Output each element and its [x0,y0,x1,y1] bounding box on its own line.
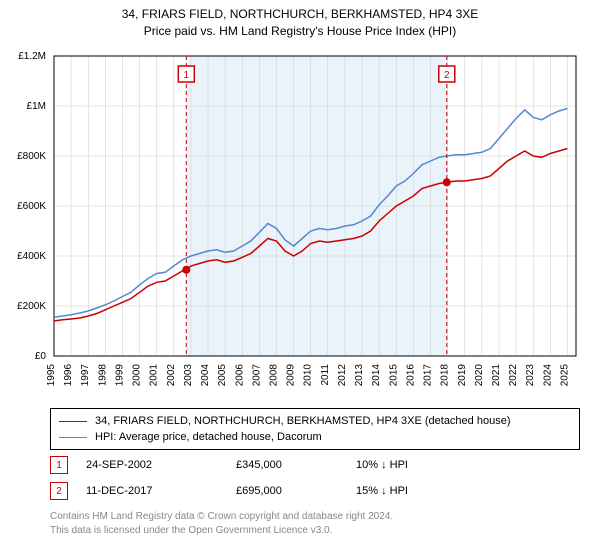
svg-text:1997: 1997 [80,364,91,387]
svg-text:2020: 2020 [474,364,485,387]
svg-text:2003: 2003 [183,364,194,387]
svg-text:£200K: £200K [17,301,46,312]
svg-text:2014: 2014 [371,364,382,387]
svg-text:2016: 2016 [405,364,416,387]
svg-text:2021: 2021 [491,364,502,387]
svg-text:2010: 2010 [303,364,314,387]
svg-text:2005: 2005 [217,364,228,387]
legend-swatch-property [59,421,87,422]
svg-text:2017: 2017 [423,364,434,387]
svg-text:£800K: £800K [17,151,46,162]
chart-area: £0£200K£400K£600K£800K£1M£1.2M1995199619… [50,48,580,398]
svg-text:2008: 2008 [268,364,279,387]
sales-date-2: 11-DEC-2017 [86,485,236,497]
svg-text:2015: 2015 [388,364,399,387]
footnote: Contains HM Land Registry data © Crown c… [50,510,393,537]
sales-price-2: £695,000 [236,485,356,497]
svg-text:2006: 2006 [234,364,245,387]
svg-text:2009: 2009 [286,364,297,387]
chart-container: 34, FRIARS FIELD, NORTHCHURCH, BERKHAMST… [0,0,600,560]
svg-text:£600K: £600K [17,201,46,212]
sales-marker-1: 1 [50,456,68,474]
svg-text:2019: 2019 [457,364,468,387]
svg-text:£1.2M: £1.2M [18,51,46,62]
svg-text:2002: 2002 [166,364,177,387]
svg-text:2004: 2004 [200,364,211,387]
legend-label-property: 34, FRIARS FIELD, NORTHCHURCH, BERKHAMST… [95,415,510,427]
svg-text:1998: 1998 [97,364,108,387]
svg-text:£0: £0 [35,351,47,362]
svg-text:£1M: £1M [27,101,46,112]
title-subtitle: Price paid vs. HM Land Registry's House … [0,23,600,40]
svg-text:£400K: £400K [17,251,46,262]
svg-text:2011: 2011 [320,364,331,386]
legend-swatch-hpi [59,437,87,438]
svg-text:2022: 2022 [508,364,519,387]
footnote-line1: Contains HM Land Registry data © Crown c… [50,510,393,524]
sales-row-1: 1 24-SEP-2002 £345,000 10% ↓ HPI [50,452,580,478]
title-address: 34, FRIARS FIELD, NORTHCHURCH, BERKHAMST… [0,6,600,23]
sales-date-1: 24-SEP-2002 [86,459,236,471]
svg-text:1996: 1996 [63,364,74,387]
svg-text:2013: 2013 [354,364,365,387]
svg-text:2025: 2025 [559,364,570,387]
sales-diff-2: 15% ↓ HPI [356,485,476,497]
sales-marker-2: 2 [50,482,68,500]
svg-text:1999: 1999 [114,364,125,387]
legend-row-hpi: HPI: Average price, detached house, Daco… [59,429,571,445]
sales-row-2: 2 11-DEC-2017 £695,000 15% ↓ HPI [50,478,580,504]
title-block: 34, FRIARS FIELD, NORTHCHURCH, BERKHAMST… [0,0,600,40]
svg-text:2: 2 [444,70,450,81]
svg-text:2023: 2023 [525,364,536,387]
legend-row-property: 34, FRIARS FIELD, NORTHCHURCH, BERKHAMST… [59,413,571,429]
legend-box: 34, FRIARS FIELD, NORTHCHURCH, BERKHAMST… [50,408,580,450]
sales-price-1: £345,000 [236,459,356,471]
svg-text:2001: 2001 [149,364,160,387]
svg-text:2000: 2000 [132,364,143,387]
svg-text:2007: 2007 [251,364,262,387]
legend-label-hpi: HPI: Average price, detached house, Daco… [95,431,322,443]
svg-text:2012: 2012 [337,364,348,387]
svg-text:2024: 2024 [542,364,553,387]
svg-text:2018: 2018 [440,364,451,387]
svg-text:1995: 1995 [46,364,57,387]
sales-table: 1 24-SEP-2002 £345,000 10% ↓ HPI 2 11-DE… [50,452,580,504]
svg-text:1: 1 [184,70,190,81]
chart-svg: £0£200K£400K£600K£800K£1M£1.2M1995199619… [50,48,580,398]
footnote-line2: This data is licensed under the Open Gov… [50,524,393,538]
sales-diff-1: 10% ↓ HPI [356,459,476,471]
